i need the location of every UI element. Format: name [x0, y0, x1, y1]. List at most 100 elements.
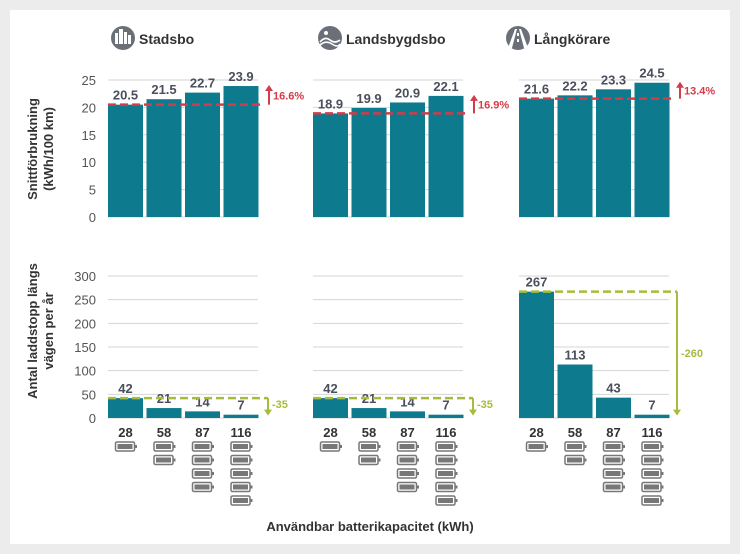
consumption-value-label: 21.5	[151, 82, 176, 97]
battery-icon-terminal	[417, 445, 419, 448]
battery-icon-terminal	[623, 472, 625, 475]
stops-value-label: 43	[606, 381, 620, 396]
battery-icon-terminal	[212, 458, 214, 462]
stops-value-label: 7	[648, 398, 655, 413]
category-label: 58	[568, 425, 582, 440]
consumption-value-label: 20.9	[395, 85, 420, 100]
consumption-value-label: 23.9	[228, 69, 253, 84]
consumption-value-label: 21.6	[524, 82, 549, 97]
battery-icon-fill	[322, 444, 338, 449]
battery-icon-fill	[605, 444, 621, 449]
battery-icon-terminal	[250, 485, 253, 489]
battery-icon-fill	[399, 471, 415, 476]
top-ytick-label: 10	[82, 155, 96, 170]
battery-icon-fill	[644, 471, 659, 476]
battery-icon-fill	[233, 444, 248, 449]
battery-icon-fill	[194, 444, 210, 449]
battery-icon-terminal	[623, 458, 625, 462]
stops-bar	[519, 291, 554, 418]
battery-icon-terminal	[173, 458, 176, 462]
battery-icon-fill	[399, 484, 415, 490]
stops-bar	[634, 414, 670, 418]
stops-bar	[108, 398, 143, 418]
consumption-value-label: 20.5	[113, 88, 138, 103]
category-label: 58	[362, 425, 376, 440]
bottom-ytick-label: 100	[74, 364, 96, 379]
stops-bar	[557, 364, 593, 418]
top-ylabel-line1: Snittförbrukning	[25, 98, 40, 200]
battery-icon-terminal	[661, 472, 664, 475]
consumption-bar	[185, 92, 220, 217]
battery-icon-fill	[438, 457, 453, 463]
battery-icon-fill	[194, 457, 210, 463]
battery-icon-terminal	[661, 445, 664, 448]
stops-value-label: 267	[526, 275, 548, 290]
stops-bar	[313, 398, 348, 418]
battery-icon-fill	[605, 484, 621, 490]
stops-value-label: 7	[442, 398, 449, 413]
category-label: 28	[529, 425, 543, 440]
battery-icon-fill	[605, 457, 621, 463]
category-label: 87	[195, 425, 209, 440]
battery-icon-terminal	[250, 499, 253, 502]
bottom-ytick-label: 50	[82, 387, 96, 402]
battery-icon-terminal	[417, 472, 419, 475]
city-icon	[111, 26, 135, 50]
consumption-bar	[313, 113, 348, 217]
battery-icon-fill	[361, 457, 376, 463]
stops-bar	[428, 414, 464, 418]
category-label: 28	[323, 425, 337, 440]
battery-icon-terminal	[250, 458, 253, 462]
stops-value-label: 42	[118, 381, 132, 396]
battery-icon-terminal	[455, 458, 458, 462]
x-axis-title: Användbar batterikapacitet (kWh)	[266, 519, 473, 534]
battery-icon-fill	[156, 457, 171, 463]
countryside-icon	[318, 26, 342, 50]
battery-icon-fill	[567, 457, 582, 463]
top-ytick-label: 0	[89, 210, 96, 225]
category-label: 116	[231, 425, 252, 440]
group-title-langkorare: Långkörare	[534, 31, 610, 47]
battery-icon-fill	[194, 471, 210, 476]
stops-decrease-arrowhead	[264, 409, 272, 416]
stops-change-label: -35	[272, 399, 288, 411]
top-ylabel-line2: (kWh/100 km)	[41, 107, 56, 191]
category-label: 87	[606, 425, 620, 440]
top-ytick-label: 25	[82, 73, 96, 88]
chart-frame: Stadsbo Landsbygdsbo Långkörare Snittför…	[10, 10, 730, 544]
stops-value-label: 113	[565, 348, 586, 363]
battery-icon-fill	[399, 457, 415, 463]
consumption-bar	[519, 98, 554, 217]
stops-decrease-arrowhead	[469, 409, 477, 416]
consumption-bar	[557, 95, 593, 217]
chart: Stadsbo Landsbygdsbo Långkörare Snittför…	[25, 26, 715, 534]
battery-icon-fill	[233, 471, 248, 476]
battery-icon-terminal	[661, 458, 664, 462]
battery-icon-terminal	[584, 458, 587, 462]
category-label: 87	[400, 425, 414, 440]
stops-value-label: 42	[323, 381, 337, 396]
consumption-change-label: 16.6%	[273, 90, 304, 102]
battery-icon-fill	[156, 444, 171, 449]
battery-icon-fill	[438, 484, 453, 490]
category-label: 28	[118, 425, 132, 440]
battery-icon-terminal	[378, 458, 381, 462]
battery-icon-terminal	[212, 485, 214, 489]
consumption-increase-arrowhead	[265, 85, 273, 92]
stops-bar	[390, 411, 425, 418]
stops-value-label: 14	[400, 394, 415, 409]
stops-bar	[223, 414, 259, 418]
top-ytick-label: 15	[82, 128, 96, 143]
consumption-bar	[108, 104, 143, 217]
highway-icon	[506, 26, 530, 50]
battery-icon-terminal	[212, 472, 214, 475]
battery-icon-terminal	[623, 485, 625, 489]
bottom-ytick-label: 150	[74, 340, 96, 355]
consumption-bar	[596, 89, 631, 217]
battery-icon-terminal	[455, 485, 458, 489]
consumption-bar	[428, 95, 464, 217]
bottom-ytick-label: 250	[74, 293, 96, 308]
stops-decrease-arrowhead	[673, 409, 681, 416]
battery-icon-fill	[361, 444, 376, 449]
